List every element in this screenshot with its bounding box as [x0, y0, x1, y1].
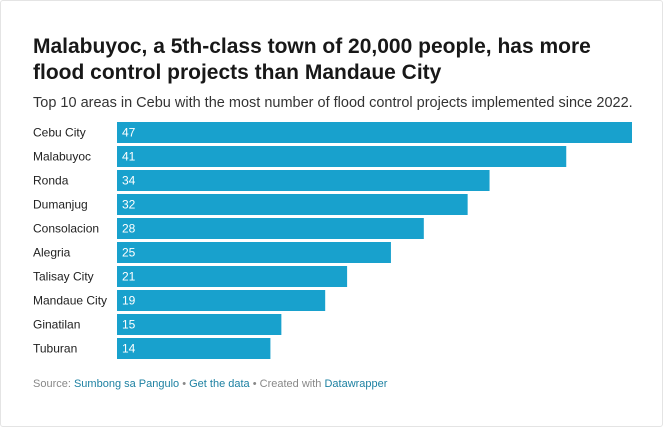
category-label: Ginatilan — [33, 318, 80, 332]
bar[interactable] — [117, 170, 490, 191]
chart-footer: Source: Sumbong sa Pangulo • Get the dat… — [33, 377, 387, 391]
category-label: Alegria — [33, 246, 71, 260]
bar[interactable] — [117, 194, 468, 215]
bar[interactable] — [117, 290, 326, 311]
category-label: Cebu City — [33, 126, 86, 140]
bar[interactable] — [117, 146, 567, 167]
category-label: Malabuyoc — [33, 150, 91, 164]
bar[interactable] — [117, 266, 348, 287]
source-link[interactable]: Sumbong sa Pangulo — [73, 378, 180, 390]
value-label: 19 — [122, 294, 136, 308]
datawrapper-link[interactable]: Datawrapper — [324, 378, 388, 390]
bar-chart: Cebu City 47 Malabuyoc 41 Ronda 34 Dumanjug 32 C… — [33, 122, 632, 359]
category-label: Dumanjug — [33, 198, 88, 212]
value-label: 34 — [122, 174, 136, 188]
get-the-data-link[interactable]: Get the data — [189, 378, 250, 390]
created-with-text: • Created with — [249, 378, 325, 390]
category-label: Talisay City — [33, 270, 94, 284]
value-label: 47 — [122, 126, 136, 140]
category-label: Consolacion — [33, 222, 99, 236]
value-label: 41 — [122, 150, 136, 164]
value-label: 32 — [122, 198, 136, 212]
bar[interactable] — [117, 338, 271, 359]
bar[interactable] — [117, 314, 282, 335]
value-label: 28 — [122, 222, 136, 236]
value-label: 14 — [122, 342, 136, 356]
value-label: 25 — [122, 246, 136, 260]
chart-title: Malabuyoc, a 5th-class town of 20,000 pe… — [33, 35, 591, 84]
value-label: 15 — [122, 318, 136, 332]
source-prefix: Source: — [33, 378, 74, 390]
bar[interactable] — [117, 122, 632, 143]
footer-separator: • — [179, 378, 190, 390]
chart-subtitle: Top 10 areas in Cebu with the most numbe… — [33, 95, 633, 111]
category-label: Tuburan — [33, 342, 77, 356]
value-label: 21 — [122, 270, 136, 284]
bar[interactable] — [117, 242, 391, 263]
bar[interactable] — [117, 218, 424, 239]
category-label: Ronda — [33, 174, 69, 188]
category-label: Mandaue City — [33, 294, 107, 308]
